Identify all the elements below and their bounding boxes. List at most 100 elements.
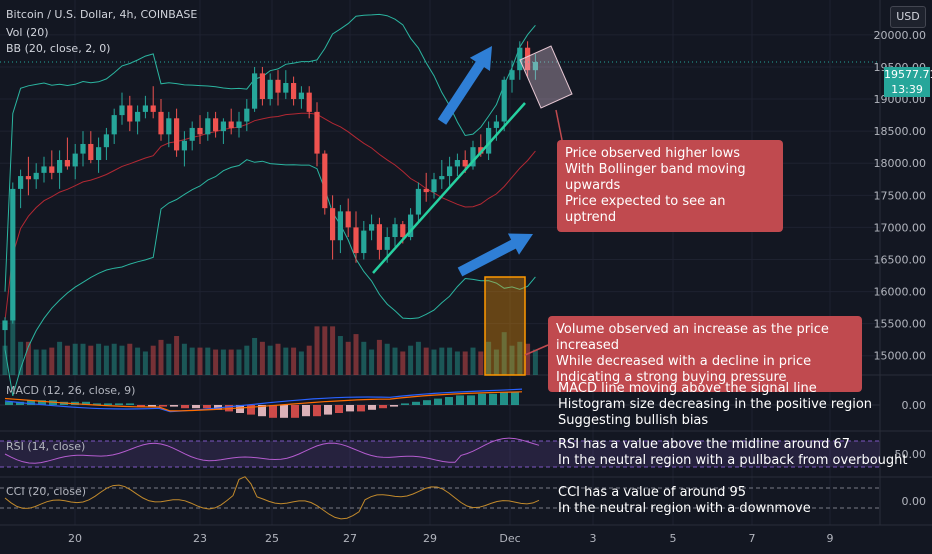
macd-note-line: MACD line moving above the signal line — [558, 381, 817, 396]
candle-body — [142, 105, 148, 112]
volume-bar — [478, 351, 484, 375]
macd-annotation[interactable]: MACD line moving above the signal line H… — [558, 381, 872, 429]
macd-histogram-bar — [291, 405, 299, 418]
volume-bar — [306, 345, 312, 375]
volume-annotation[interactable]: Volume observed an increase as the price… — [548, 316, 862, 392]
volume-bar — [174, 336, 180, 375]
volume-bar — [25, 341, 31, 375]
candle-body — [501, 79, 507, 122]
candle-body — [439, 176, 445, 180]
volume-indicator-label[interactable]: Vol (20) — [6, 26, 49, 39]
macd-histogram-bar — [511, 392, 519, 405]
volume-bar — [423, 347, 429, 375]
candle-body — [423, 188, 429, 193]
volume-bar — [96, 343, 102, 375]
candle-body — [517, 47, 523, 71]
candle-body — [532, 61, 538, 71]
macd-note-line: Suggesting bullish bias — [558, 413, 709, 428]
macd-histogram-bar — [104, 403, 112, 405]
rsi-pane-label[interactable]: RSI (14, close) — [6, 440, 86, 453]
bollinger-lower-band — [4, 159, 536, 397]
volume-bar — [10, 280, 16, 375]
candle-body — [306, 92, 312, 112]
volume-note-line: While decreased with a decline in price — [556, 354, 812, 369]
macd-histogram-bar — [126, 403, 134, 405]
volume-bar — [408, 345, 414, 375]
macd-histogram-bar — [16, 401, 24, 405]
volume-bar — [181, 343, 187, 375]
macd-histogram-bar — [137, 405, 145, 407]
macd-histogram-bar — [181, 405, 189, 409]
candle-body — [213, 118, 219, 132]
candle-body — [283, 83, 289, 93]
volume-bar — [369, 349, 375, 375]
trend-annotation[interactable]: Price observed higher lows With Bollinge… — [557, 140, 783, 232]
volume-bar — [517, 341, 523, 375]
candle-body — [80, 143, 86, 154]
volume-bar — [509, 345, 515, 375]
price-tick-label: 15000.00 — [874, 350, 927, 363]
price-tick-label: 20000.00 — [874, 29, 927, 42]
time-tick-label: 29 — [423, 532, 437, 545]
uptrend-arrow — [457, 233, 533, 277]
price-tick-label: 16000.00 — [874, 286, 927, 299]
candle-body — [166, 118, 172, 135]
macd-histogram-bar — [467, 395, 475, 405]
candle-body — [135, 111, 141, 122]
cci-annotation[interactable]: CCI has a value of around 95 In the neut… — [558, 485, 811, 517]
candle-body — [330, 208, 336, 241]
candle-body — [41, 166, 47, 173]
macd-histogram-bar — [302, 405, 310, 417]
volume-bar — [431, 349, 437, 375]
candle-body — [470, 147, 476, 167]
volume-bar — [57, 341, 63, 375]
volume-bar — [361, 341, 367, 375]
rsi-annotation[interactable]: RSI has a value above the midline around… — [558, 437, 908, 469]
cci-pane-label[interactable]: CCI (20, close) — [6, 485, 87, 498]
forecast-box — [519, 45, 573, 109]
volume-bar — [322, 326, 328, 375]
volume-bar — [244, 345, 250, 375]
bar-countdown-tag: 13:39 — [884, 82, 930, 97]
volume-bar — [470, 347, 476, 375]
candle-body — [2, 320, 8, 331]
volume-bar — [337, 336, 343, 375]
macd-pane-label[interactable]: MACD (12, 26, close, 9) — [6, 384, 136, 397]
candle-body — [361, 230, 367, 254]
macd-histogram-bar — [401, 403, 409, 405]
rsi-line — [4, 437, 540, 464]
candle-body — [384, 237, 390, 250]
volume-bar — [18, 341, 24, 375]
macd-histogram-bar — [456, 395, 464, 405]
macd-histogram-bar — [390, 405, 398, 407]
bollinger-indicator-label[interactable]: BB (20, close, 2, 0) — [6, 42, 111, 55]
volume-bar — [291, 347, 297, 375]
trend-note-line: With Bollinger band moving upwards — [565, 162, 746, 193]
macd-histogram-bar — [170, 405, 178, 407]
currency-button[interactable]: USD — [890, 6, 926, 28]
volume-bar — [189, 347, 195, 375]
volume-bar — [259, 341, 265, 375]
candle-body — [337, 211, 343, 241]
volume-bar — [392, 347, 398, 375]
last-price-tag: 19577.71 — [884, 67, 932, 82]
candle-body — [244, 108, 250, 122]
candle-body — [158, 111, 164, 135]
macd-histogram-bar — [500, 392, 508, 405]
symbol-title[interactable]: Bitcoin / U.S. Dollar, 4h, COINBASE — [6, 8, 198, 21]
macd-histogram-bar — [368, 405, 376, 410]
time-tick-label: 9 — [827, 532, 834, 545]
macd-histogram-bar — [247, 405, 255, 415]
macd-line — [4, 388, 523, 413]
candle-body — [376, 224, 382, 250]
candle-body — [72, 153, 78, 167]
time-tick-label: 3 — [590, 532, 597, 545]
trend-note-line: Price expected to see an uptrend — [565, 194, 726, 225]
volume-bar — [298, 351, 304, 375]
cci-note-line: CCI has a value of around 95 — [558, 485, 747, 500]
volume-bar — [150, 345, 156, 375]
candle-body — [96, 147, 102, 161]
rsi-axis-label: 50.00 — [895, 448, 927, 461]
